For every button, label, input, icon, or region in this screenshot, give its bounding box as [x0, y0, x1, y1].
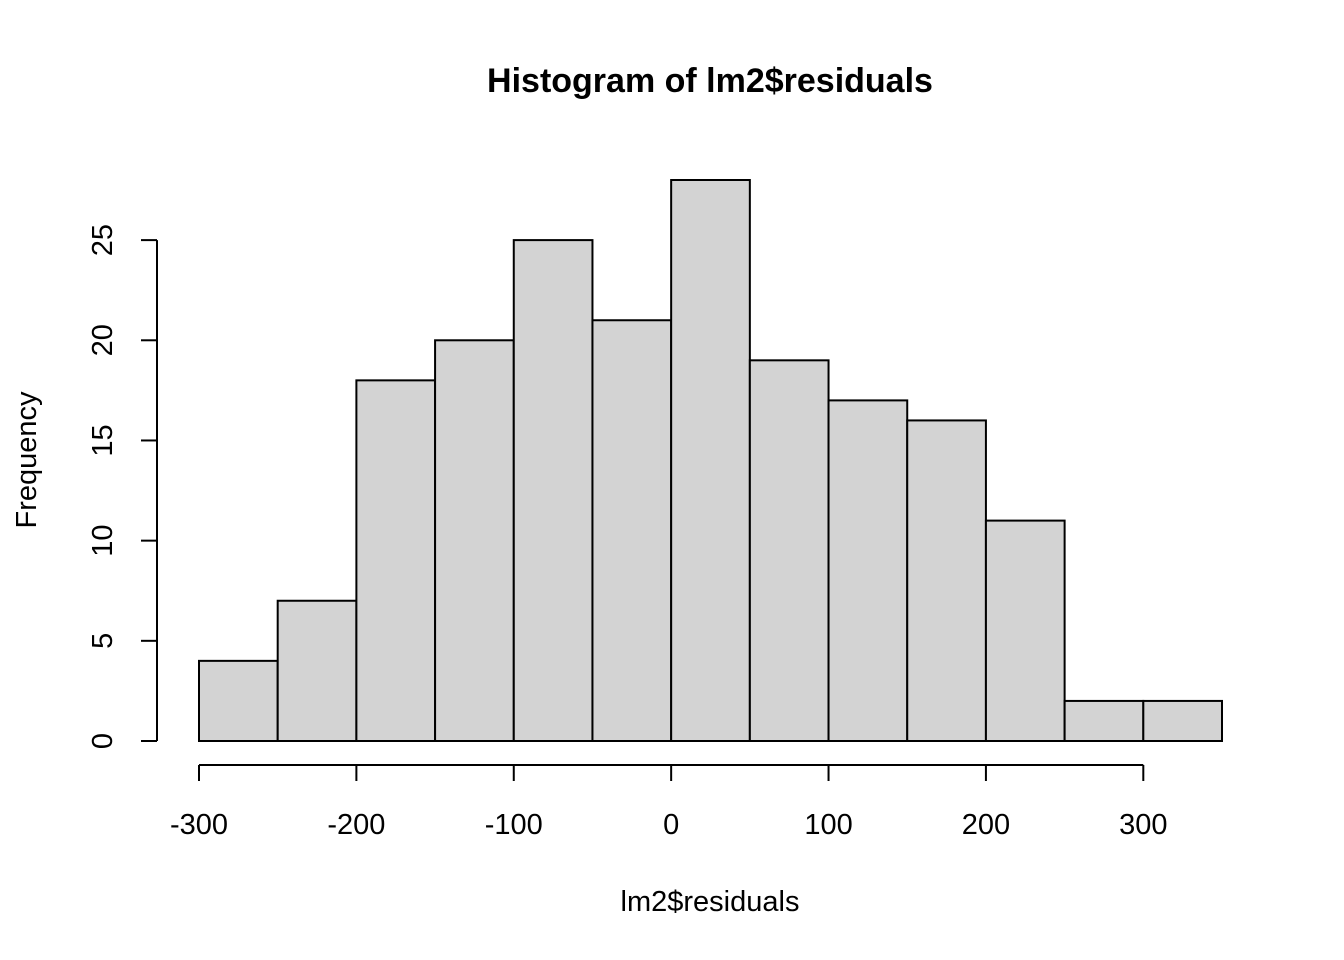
- histogram-bar-7: [748, 359, 830, 742]
- y-tick-label-5: 25: [87, 224, 119, 256]
- y-axis-label: Frequency: [11, 391, 43, 529]
- x-tick-label-6: 300: [1119, 809, 1167, 841]
- y-tick-label-0: 0: [87, 733, 119, 749]
- y-tick-label-3: 15: [87, 424, 119, 456]
- histogram-bar-3: [434, 339, 515, 742]
- x-tick-label-3: 0: [663, 809, 679, 841]
- histogram-bar-0: [198, 659, 279, 742]
- y-axis: 0 5 10 15 20 25: [87, 224, 158, 749]
- bars-group: [198, 179, 1224, 743]
- histogram-bar-5: [591, 319, 673, 742]
- x-axis-label: lm2$residuals: [621, 886, 800, 918]
- histogram-bar-10: [984, 519, 1066, 742]
- histogram-bar-8: [827, 399, 909, 742]
- x-tick-label-0: -300: [170, 809, 228, 841]
- histogram-bar-9: [906, 419, 987, 742]
- x-tick-label-1: -200: [327, 809, 385, 841]
- y-tick-label-2: 10: [87, 525, 119, 557]
- histogram-bar-4: [512, 239, 594, 742]
- y-tick-label-1: 5: [87, 633, 119, 649]
- histogram-bar-6: [670, 179, 751, 742]
- histogram-bar-1: [276, 599, 358, 742]
- histogram-bar-2: [355, 379, 437, 742]
- histogram-bar-11: [1063, 699, 1145, 743]
- histogram-bar-12: [1142, 699, 1224, 743]
- x-tick-label-4: 100: [804, 809, 852, 841]
- y-tick-label-4: 20: [87, 324, 119, 356]
- chart-title: Histogram of lm2$residuals: [487, 62, 933, 100]
- x-tick-label-5: 200: [962, 809, 1010, 841]
- x-tick-label-2: -100: [485, 809, 543, 841]
- x-axis: -300 -200 -100 0 100 200 300: [170, 764, 1168, 841]
